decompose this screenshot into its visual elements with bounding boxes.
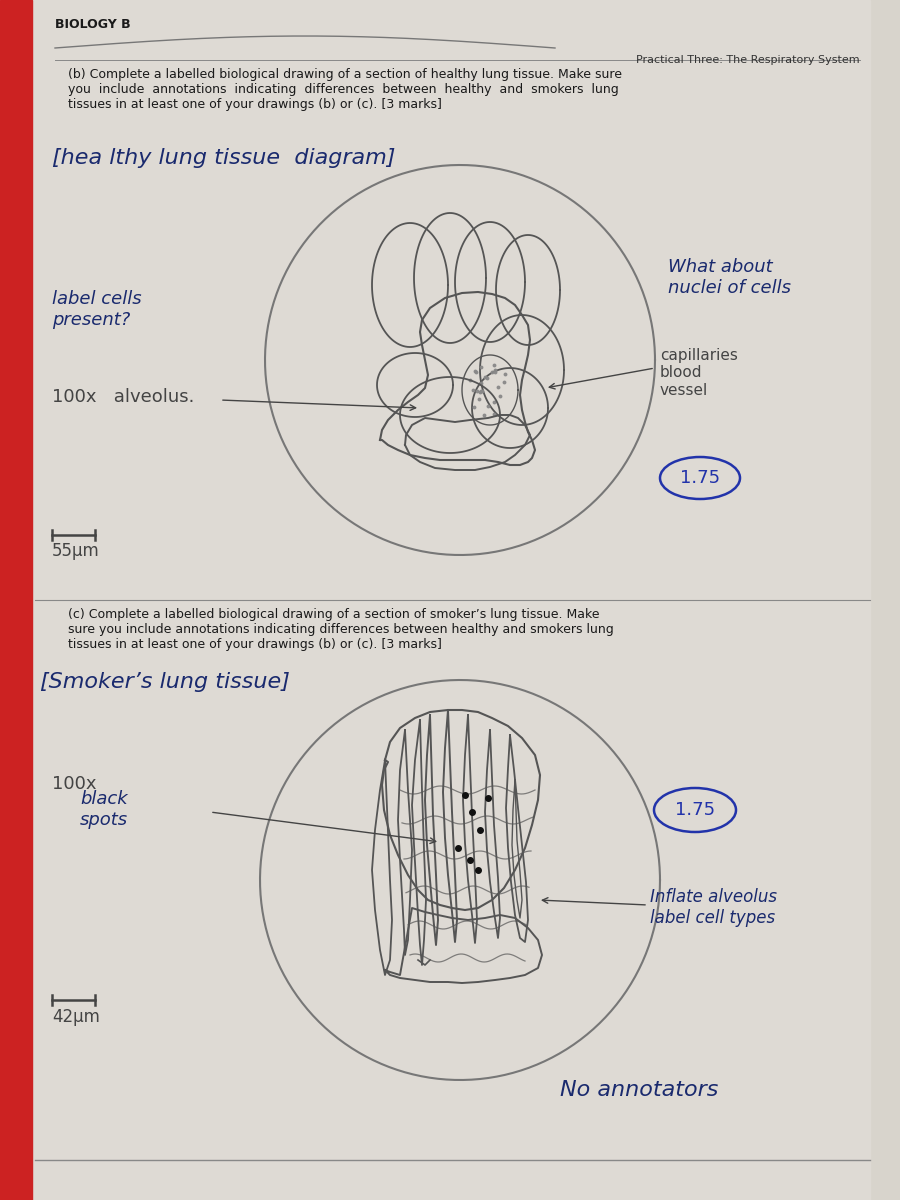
Text: (c) Complete a labelled biological drawing of a section of smoker’s lung tissue.: (c) Complete a labelled biological drawi… — [68, 608, 614, 650]
Text: 1.75: 1.75 — [675, 802, 716, 818]
Text: 100x: 100x — [52, 775, 96, 793]
Bar — [0, 0, 32, 1200]
Text: 100x   alveolus.: 100x alveolus. — [52, 388, 194, 406]
Text: [Smoker’s lung tissue]: [Smoker’s lung tissue] — [40, 672, 290, 692]
Text: No annotators: No annotators — [560, 1080, 718, 1100]
Text: 55μm: 55μm — [52, 542, 100, 560]
Text: 42μm: 42μm — [52, 1008, 100, 1026]
Text: Inflate alveolus
label cell types: Inflate alveolus label cell types — [650, 888, 777, 926]
Text: label cells
present?: label cells present? — [52, 290, 141, 329]
Text: BIOLOGY B: BIOLOGY B — [55, 18, 130, 31]
Text: Practical Three: The Respiratory System: Practical Three: The Respiratory System — [636, 55, 860, 65]
Text: capillaries
blood
vessel: capillaries blood vessel — [660, 348, 738, 397]
Text: black
spots: black spots — [80, 790, 128, 829]
Text: (b) Complete a labelled biological drawing of a section of healthy lung tissue. : (b) Complete a labelled biological drawi… — [68, 68, 622, 110]
Text: 1.75: 1.75 — [680, 469, 720, 487]
Text: What about
nuclei of cells: What about nuclei of cells — [668, 258, 791, 296]
Text: [hea lthy lung tissue  diagram]: [hea lthy lung tissue diagram] — [52, 148, 395, 168]
